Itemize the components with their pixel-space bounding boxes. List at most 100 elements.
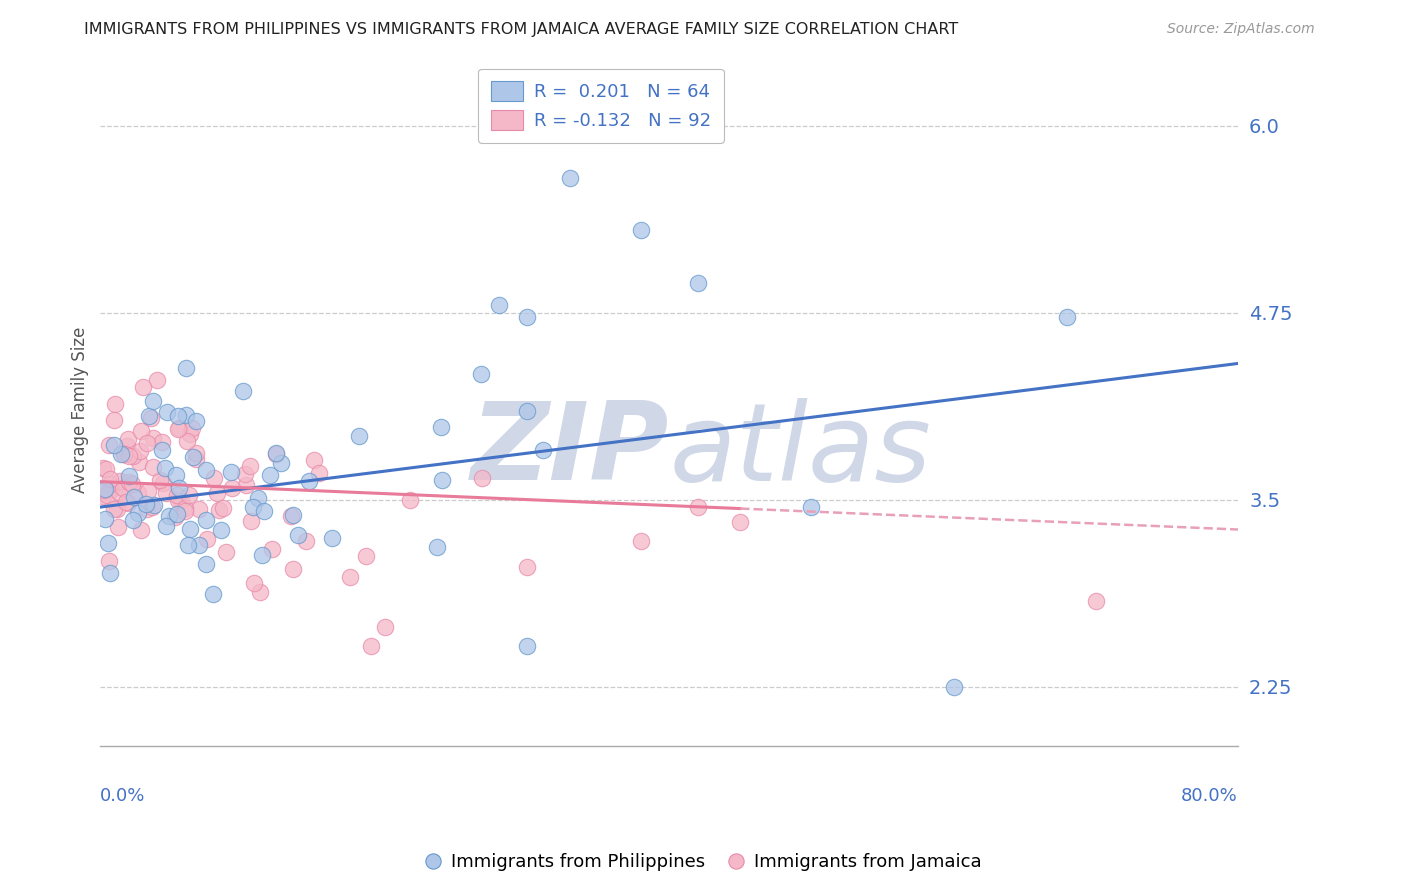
Point [111,481,134,495]
Point [157,508,180,523]
Point [97,438,120,452]
Point [179,427,201,442]
Point [152,475,174,490]
Point [250,548,273,562]
Point [195,532,218,546]
Point [239,514,262,528]
Point [107,502,129,516]
Point [516,560,538,574]
Point [129,523,152,537]
Point [215,544,238,558]
Point [155,486,177,500]
Text: ZIP: ZIP [471,397,669,503]
Point [730,515,752,529]
Point [184,452,207,467]
Point [131,424,153,438]
Point [516,404,538,418]
Point [93,511,115,525]
Point [103,438,125,452]
Point [98,554,121,568]
Point [166,488,188,502]
Point [118,468,141,483]
Point [304,453,326,467]
Point [153,460,176,475]
Point [91,461,114,475]
Point [163,510,186,524]
Point [211,500,233,515]
Point [142,394,165,409]
Point [287,527,309,541]
Point [516,639,538,653]
Point [174,500,197,515]
Point [122,513,145,527]
Text: 0.0%: 0.0% [100,787,146,805]
Y-axis label: Average Family Size: Average Family Size [72,326,89,493]
Point [150,442,173,457]
Point [219,465,242,479]
Text: atlas: atlas [669,398,931,503]
Text: Source: ZipAtlas.com: Source: ZipAtlas.com [1167,22,1315,37]
Point [174,408,197,422]
Point [259,468,281,483]
Point [177,488,200,502]
Legend: R =  0.201   N = 64, R = -0.132   N = 92: R = 0.201 N = 64, R = -0.132 N = 92 [478,69,724,143]
Point [166,422,188,436]
Point [165,468,187,483]
Point [202,471,225,485]
Point [195,557,218,571]
Point [138,409,160,423]
Point [115,495,138,509]
Point [1056,310,1078,324]
Point [208,503,231,517]
Point [1084,594,1107,608]
Point [264,446,287,460]
Point [128,444,150,458]
Point [686,276,709,290]
Point [141,500,163,514]
Point [136,436,159,450]
Point [194,463,217,477]
Point [280,508,302,523]
Point [127,486,149,500]
Point [488,298,510,312]
Point [142,459,165,474]
Point [117,432,139,446]
Point [107,520,129,534]
Point [471,471,494,485]
Point [166,493,188,508]
Point [122,450,145,464]
Point [321,531,343,545]
Point [174,360,197,375]
Point [100,483,122,497]
Point [516,310,538,324]
Point [135,498,157,512]
Point [187,502,209,516]
Point [531,442,554,457]
Point [104,397,127,411]
Point [103,501,125,516]
Point [558,170,581,185]
Point [107,485,129,500]
Point [202,587,225,601]
Point [146,373,169,387]
Point [135,502,157,516]
Point [93,483,115,497]
Point [249,584,271,599]
Point [187,538,209,552]
Point [155,518,177,533]
Point [177,538,200,552]
Point [942,680,965,694]
Point [136,484,159,499]
Point [205,485,228,500]
Point [184,445,207,459]
Point [174,504,197,518]
Point [281,508,304,523]
Point [169,421,191,435]
Point [98,566,121,580]
Point [124,490,146,504]
Point [121,476,143,491]
Point [142,431,165,445]
Point [186,414,208,428]
Point [127,506,149,520]
Point [470,367,492,381]
